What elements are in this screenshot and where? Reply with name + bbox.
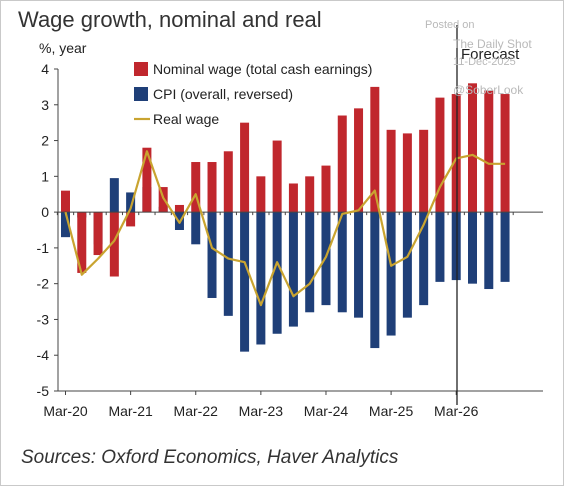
x-tick-label: Mar-22 — [174, 403, 219, 419]
legend-label-real: Real wage — [153, 111, 219, 127]
cpi-bar — [207, 212, 217, 298]
nominal-wage-bar — [207, 162, 217, 213]
y-axis-unit: %, year — [39, 40, 87, 56]
y-tick-label: -3 — [37, 311, 50, 327]
cpi-bar — [61, 212, 70, 238]
nominal-wage-bar — [451, 94, 461, 213]
legend-swatch-cpi — [134, 87, 148, 101]
nominal-wage-bar — [142, 147, 152, 213]
x-tick-label: Mar-20 — [43, 403, 88, 419]
cpi-bar — [402, 212, 412, 318]
x-tick-label: Mar-26 — [434, 403, 479, 419]
y-tick-label: 3 — [41, 97, 49, 113]
nominal-wage-bar — [354, 108, 364, 213]
nominal-wage-bar — [484, 90, 494, 213]
forecast-label: Forecast — [461, 46, 520, 63]
nominal-wage-bar — [321, 165, 331, 213]
nominal-wage-bar — [305, 176, 315, 213]
nominal-wage-bar — [402, 133, 412, 213]
watermark-date: 11-Dec-2025 — [453, 56, 516, 68]
cpi-bar — [223, 212, 233, 316]
cpi-bar — [451, 212, 461, 281]
cpi-bar — [500, 212, 510, 282]
cpi-bar — [337, 212, 347, 313]
nominal-wage-bar — [468, 83, 477, 213]
y-tick-label: 4 — [41, 61, 49, 77]
source-note: Sources: Oxford Economics, Haver Analyti… — [21, 447, 399, 468]
cpi-bar — [484, 212, 494, 290]
y-tick-label: -2 — [37, 276, 50, 292]
nominal-wage-bar — [370, 86, 380, 213]
cpi-bar — [419, 212, 429, 306]
y-tick-label: 2 — [41, 133, 49, 149]
legend-swatch-nominal — [134, 62, 148, 76]
chart-title: Wage growth, nominal and real — [18, 7, 322, 32]
nominal-wage-bar — [126, 212, 136, 227]
nominal-wage-bar — [386, 129, 396, 213]
legend-label-cpi: CPI (overall, reversed) — [153, 86, 293, 102]
nominal-wage-bar — [77, 212, 87, 273]
x-tick-label: Mar-25 — [369, 403, 414, 419]
nominal-wage-bar — [93, 212, 103, 256]
nominal-wage-bar — [223, 151, 233, 213]
x-tick-label: Mar-23 — [239, 403, 284, 419]
cpi-bar — [272, 212, 282, 334]
cpi-bar — [256, 212, 266, 345]
nominal-wage-bar — [435, 97, 445, 213]
x-tick-label: Mar-21 — [108, 403, 153, 419]
watermark-posted: Posted on — [425, 19, 475, 31]
legend-label-nominal: Nominal wage (total cash earnings) — [153, 61, 372, 77]
nominal-wage-bar — [419, 129, 429, 213]
nominal-wage-bar — [256, 176, 266, 213]
nominal-wage-bar — [109, 212, 119, 277]
cpi-bar — [288, 212, 298, 327]
nominal-wage-bar — [174, 204, 184, 213]
cpi-bar — [240, 212, 250, 352]
cpi-bar — [126, 192, 136, 213]
nominal-wage-bar — [240, 122, 250, 213]
nominal-wage-bar — [61, 190, 70, 213]
y-tick-label: -5 — [37, 383, 50, 399]
real-wage-line — [64, 150, 506, 307]
nominal-wage-bar — [272, 140, 282, 213]
cpi-bar — [354, 212, 364, 318]
nominal-wage-bar — [191, 162, 201, 213]
y-tick-label: 1 — [41, 168, 49, 184]
nominal-wage-bar — [500, 94, 510, 213]
watermark-handle: @SoberLook — [453, 83, 524, 97]
cpi-bar — [386, 212, 396, 336]
cpi-bar — [370, 212, 380, 349]
cpi-bar — [191, 212, 201, 245]
watermark-brand: The Daily Shot — [453, 37, 532, 51]
cpi-bar — [468, 212, 477, 284]
x-tick-label: Mar-24 — [304, 403, 349, 419]
cpi-bar — [435, 212, 445, 282]
y-tick-label: -4 — [37, 347, 50, 363]
cpi-bar — [305, 212, 315, 313]
nominal-wage-bar — [288, 183, 298, 213]
nominal-wage-bar — [337, 115, 347, 213]
cpi-bar — [109, 178, 119, 213]
y-tick-label: 0 — [41, 204, 49, 220]
y-tick-label: -1 — [37, 240, 50, 256]
